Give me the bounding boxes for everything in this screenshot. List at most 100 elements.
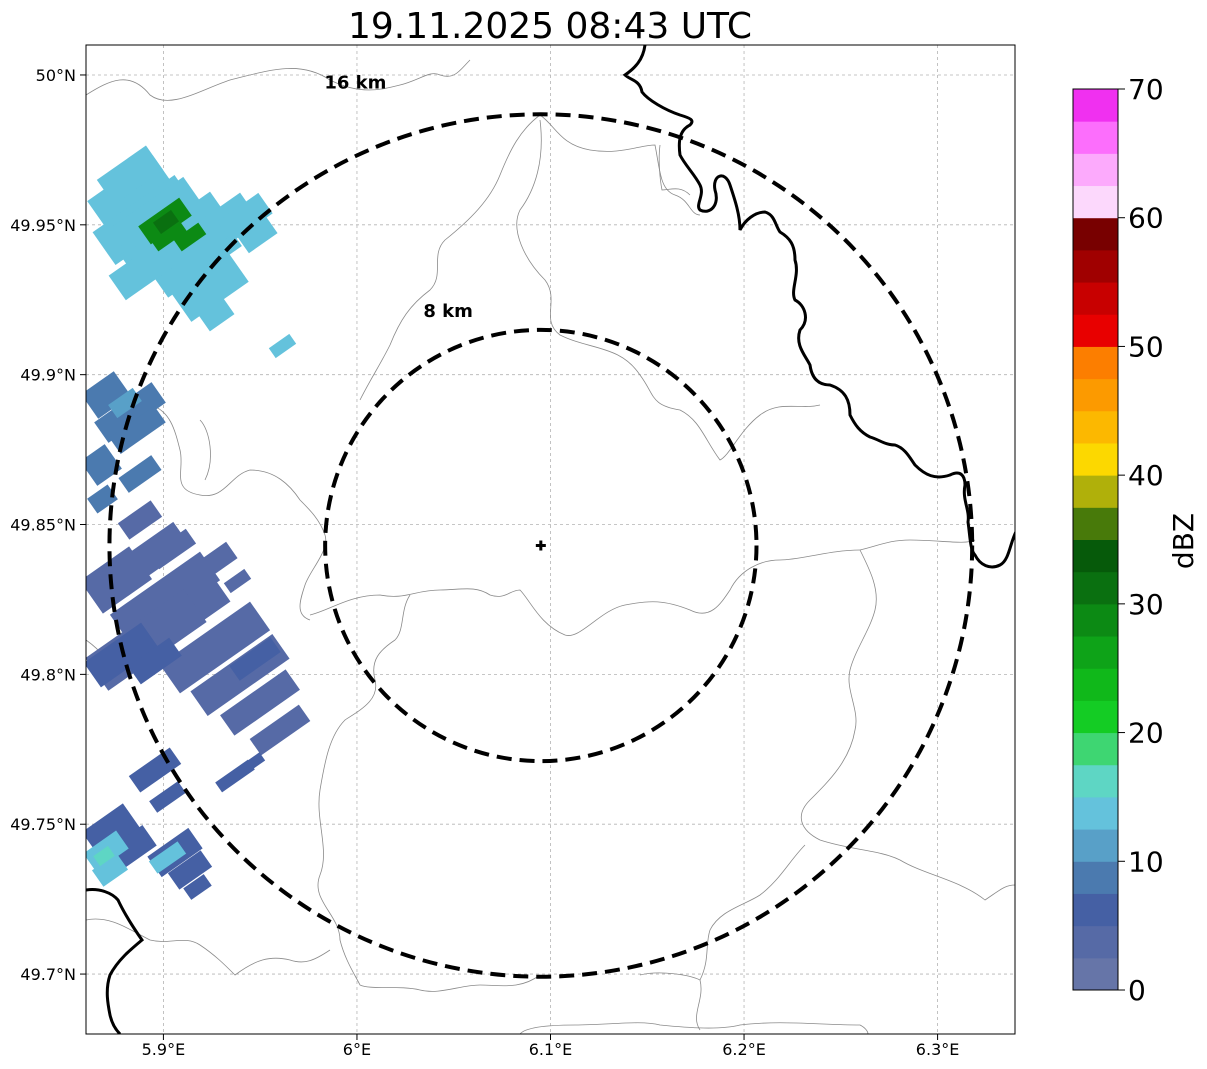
radar-echoes (86, 145, 311, 900)
radar-echo-cell (148, 841, 187, 874)
colorbar-tick-label: 50 (1128, 330, 1164, 363)
colorbar-segment (1073, 829, 1118, 862)
colorbar-segment (1073, 282, 1118, 315)
range-rings (107, 112, 975, 979)
colorbar-segment (1073, 314, 1118, 347)
map-area: 8 km 16 km (86, 45, 1015, 1034)
radar-echo-cell (86, 622, 159, 688)
district-border (699, 844, 806, 981)
colorbar-segment (1073, 957, 1118, 991)
colorbar-segment (1073, 861, 1118, 894)
y-axis-ticks: 50°N 49.95°N 49.9°N 49.85°N 49.8°N 49.75°N 49.… (10, 66, 86, 984)
radar-echo-cell (195, 293, 235, 332)
y-tick-label: 50°N (36, 66, 76, 85)
radar-echo-cell (148, 528, 197, 570)
radar-echo-cell (234, 752, 266, 778)
colorbar-segment (1073, 410, 1118, 444)
radar-echo-cell (128, 637, 182, 685)
district-border (658, 144, 691, 196)
colorbar-label: dBZ (1167, 513, 1200, 569)
colorbar-segment (1073, 475, 1118, 508)
radar-echo-cell (183, 874, 212, 900)
colorbar-tick-label: 40 (1128, 459, 1164, 492)
colorbar-tick-label: 60 (1128, 202, 1164, 235)
range-ring (323, 327, 759, 764)
district-border (309, 549, 861, 636)
district-border (800, 549, 1015, 901)
radar-echo-cell (169, 229, 231, 283)
radar-echo-cell (149, 781, 186, 813)
x-tick-label: 5.9°E (142, 1040, 186, 1059)
radar-echo-cell (86, 444, 122, 486)
colorbar-segment (1073, 185, 1118, 219)
colorbar (1072, 88, 1119, 991)
district-border (86, 59, 471, 101)
colorbar-tick-label: 70 (1128, 73, 1164, 106)
colorbar-segment (1073, 925, 1118, 959)
range-ring (107, 112, 975, 979)
radar-echo-cell (217, 192, 273, 243)
district-border (859, 539, 976, 551)
colorbar-segment (1073, 89, 1118, 122)
district-border (539, 114, 701, 216)
colorbar-tick-label: 0 (1128, 974, 1146, 1007)
colorbar-segment (1073, 603, 1118, 637)
radar-echo-cell (99, 521, 191, 599)
district-border (359, 114, 541, 401)
radar-echo-cell (94, 382, 166, 443)
colorbar-segment (1073, 893, 1118, 927)
y-tick-label: 49.9°N (20, 366, 76, 385)
colorbar-tick-label: 20 (1128, 717, 1164, 750)
radar-echo-cell (159, 601, 271, 694)
colorbar-segment (1073, 217, 1118, 251)
district-border (516, 119, 821, 461)
radar-center-marker (535, 540, 546, 551)
radar-echo-cell (167, 850, 213, 890)
colorbar-segment (1073, 764, 1118, 798)
colorbar-segment (1073, 539, 1118, 573)
colorbar-segment (1073, 668, 1118, 701)
radar-echo-cell (109, 551, 221, 644)
radar-echo-cell (108, 387, 142, 419)
district-border (519, 1022, 869, 1034)
radar-echo-cell (86, 803, 141, 857)
radar-echo-cell (223, 568, 252, 594)
colorbar-segment (1073, 796, 1118, 830)
radar-echo-cell (118, 455, 162, 493)
colorbar-tick-label: 10 (1128, 845, 1164, 878)
gridlines (86, 45, 1015, 1034)
radar-echo-cell (229, 637, 281, 681)
district-border (639, 972, 702, 1031)
radar-echo-cell (220, 669, 300, 736)
colorbar-segment (1073, 442, 1118, 476)
colorbar-segment (1073, 378, 1118, 412)
y-tick-label: 49.75°N (10, 815, 76, 834)
radar-echo-cell (152, 209, 180, 235)
district-border (317, 594, 541, 992)
colorbar-segment (1073, 700, 1118, 734)
radar-echo-cell (117, 500, 163, 540)
district-border (149, 404, 327, 621)
radar-echo-cell (93, 845, 115, 867)
x-tick-label: 6.3°E (916, 1040, 960, 1059)
colorbar-segment (1073, 153, 1118, 187)
radar-echo-cell (86, 371, 131, 419)
colorbar-ticks: 0 10 20 30 40 50 60 70 (1118, 73, 1164, 1007)
radar-echo-cell (96, 145, 164, 205)
x-tick-label: 6.1°E (529, 1040, 573, 1059)
radar-echo-cell (268, 333, 297, 359)
colorbar-segment (1073, 121, 1118, 154)
x-tick-label: 6.2°E (722, 1040, 766, 1059)
y-tick-label: 49.85°N (10, 516, 76, 535)
ring-labels: 8 km 16 km (324, 72, 473, 322)
colorbar-frame (1072, 88, 1119, 991)
map-title: 19.11.2025 08:43 UTC (348, 6, 752, 47)
radar-echo-cell (148, 216, 187, 252)
colorbar-segment (1073, 249, 1118, 283)
x-axis-ticks: 5.9°E 6°E 6.1°E 6.2°E 6.3°E (142, 1034, 960, 1059)
radar-echo-cell (197, 541, 238, 579)
colorbar-segment (1073, 507, 1118, 540)
radar-echo-cell (249, 704, 311, 756)
radar-echo-cell (171, 253, 249, 322)
colorbar-segment (1073, 636, 1118, 669)
